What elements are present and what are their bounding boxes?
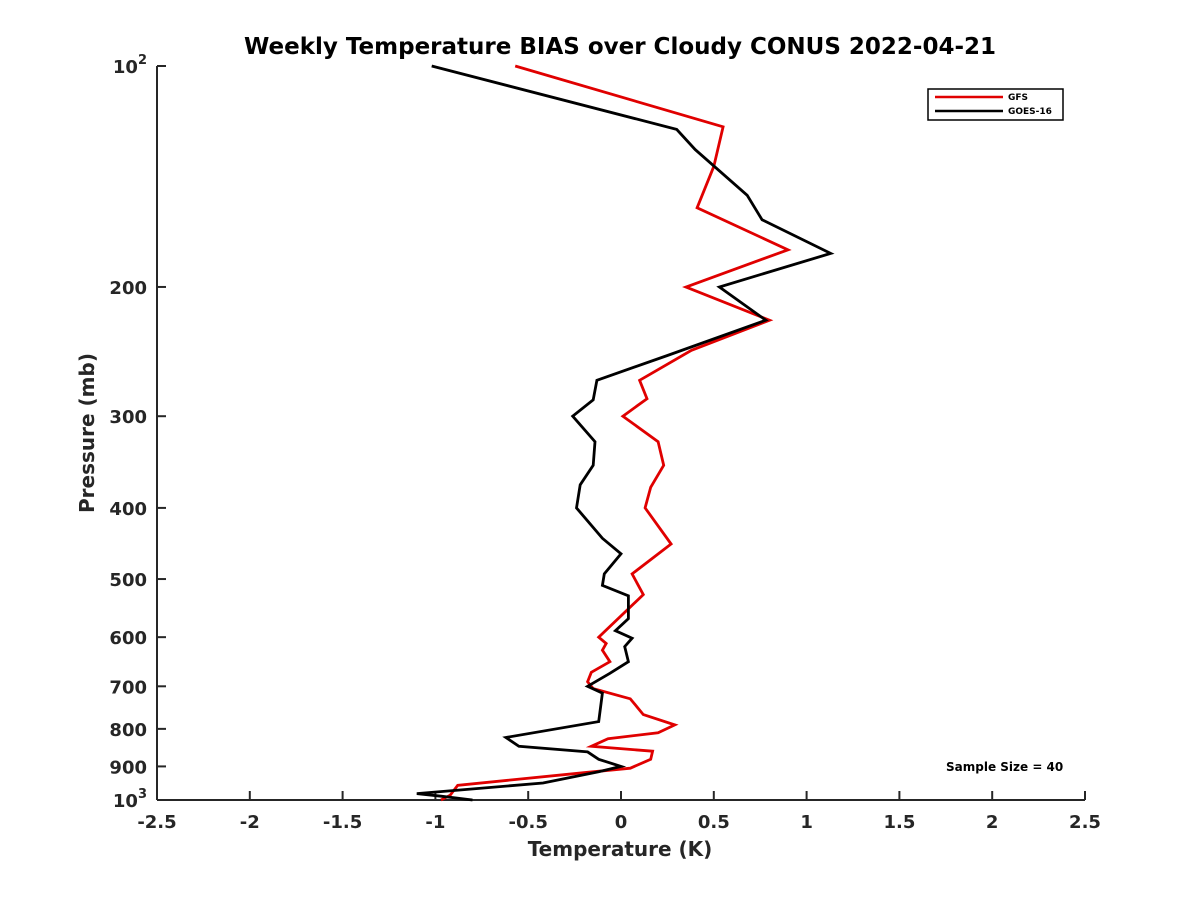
x-tick-label: 2.5 xyxy=(1069,812,1101,833)
x-tick-label: 0.5 xyxy=(698,812,730,833)
legend-box xyxy=(927,88,1064,121)
y-tick-label: 800 xyxy=(109,720,147,741)
x-tick-label: -1.5 xyxy=(323,812,362,833)
y-tick-label: 300 xyxy=(109,407,147,428)
y-tick-label: 200 xyxy=(109,278,147,299)
y-tick-label: 600 xyxy=(109,628,147,649)
series-lines xyxy=(416,64,835,802)
x-tick-label: 0 xyxy=(615,812,628,833)
y-tick-label: 900 xyxy=(109,757,147,778)
legend-label-goes16: GOES-16 xyxy=(1008,107,1052,117)
x-tick-label: -1 xyxy=(425,812,445,833)
y-tick-label: 400 xyxy=(109,499,147,520)
series-line-gfs xyxy=(440,64,792,802)
y-ticks: 102 200 300 400 500 600 700 800 900 103 xyxy=(109,53,166,812)
x-tick-label: -0.5 xyxy=(509,812,548,833)
x-tick-label: 2 xyxy=(986,812,999,833)
y-tick-label: 102 xyxy=(113,53,147,78)
series-line-goes16 xyxy=(416,64,835,802)
x-axis-label: Temperature (K) xyxy=(528,837,713,861)
sample-size-annotation: Sample Size = 40 xyxy=(946,760,1063,774)
y-tick-label: 500 xyxy=(109,570,147,591)
y-tick-label: 103 xyxy=(113,787,147,812)
x-tick-label: -2.5 xyxy=(137,812,176,833)
chart-title: Weekly Temperature BIAS over Cloudy CONU… xyxy=(244,34,996,60)
y-tick-label: 700 xyxy=(109,677,147,698)
x-tick-label: 1.5 xyxy=(883,812,915,833)
x-ticks: -2.5 -2 -1.5 -1 -0.5 0 0.5 1 1.5 2 2.5 xyxy=(137,791,1101,833)
legend-label-gfs: GFS xyxy=(1008,93,1028,103)
x-tick-label: -2 xyxy=(240,812,260,833)
legend: GFS GOES-16 xyxy=(927,88,1064,121)
x-tick-label: 1 xyxy=(800,812,813,833)
y-axis-label: Pressure (mb) xyxy=(75,353,99,513)
